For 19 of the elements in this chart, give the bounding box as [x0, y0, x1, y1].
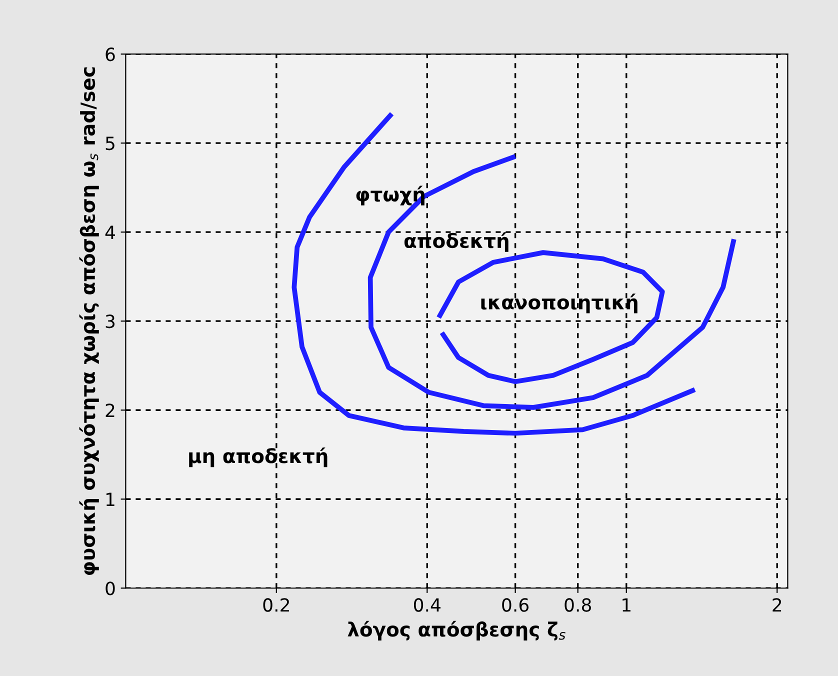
x-tick-label: 1: [622, 598, 630, 612]
x-tick-label: 0.2: [263, 598, 289, 612]
x-tick-label: 0.6: [502, 598, 529, 612]
annotation: αποδεκτή: [404, 232, 508, 252]
x-tick-label: 0.8: [564, 598, 591, 612]
x-tick-label: 0.4: [414, 598, 440, 612]
y-tick-label: 4: [105, 226, 115, 239]
annotation: μη αποδεκτή: [189, 447, 328, 468]
y-tick-label: 6: [106, 48, 115, 62]
y-tick-label: 1: [106, 492, 114, 506]
y-tick-label: 0: [106, 582, 115, 596]
y-tick-label: 3: [106, 314, 115, 328]
x-tick-label: 2: [772, 598, 782, 612]
y-tick-label: 2: [106, 404, 114, 417]
y-axis-title: φυσική συχνότητα χωρίς απόσβεση ω$_{s}$ rad/sec: [79, 67, 99, 575]
y-tick-label: 5: [106, 136, 114, 150]
annotation: ικανοποιητική: [481, 294, 638, 314]
x-axis-title: λόγος απόσβεσης ζ$_{s}$: [348, 620, 566, 640]
annotation: φτωχή: [356, 186, 424, 206]
